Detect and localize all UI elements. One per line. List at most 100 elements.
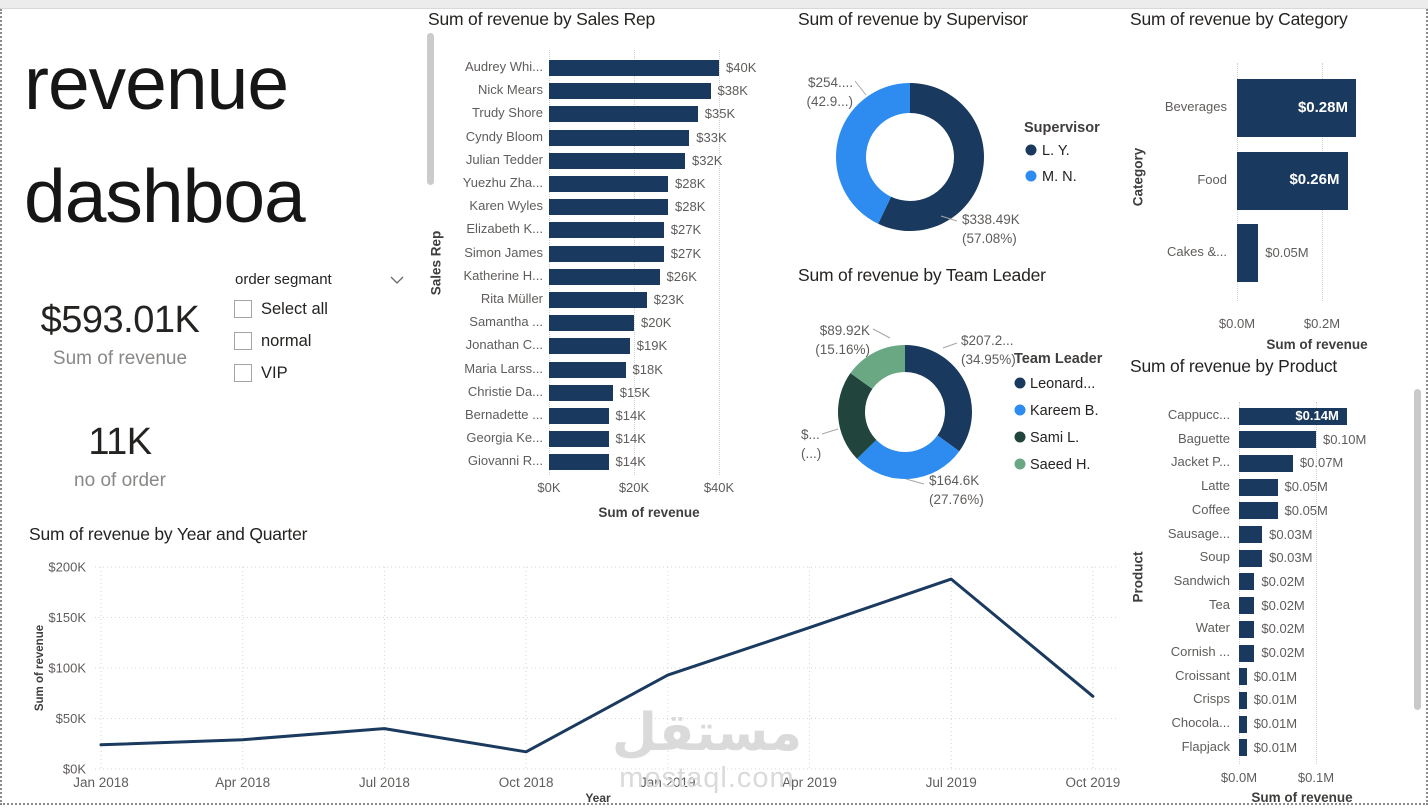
bar[interactable] — [1239, 431, 1316, 449]
bar[interactable] — [1239, 407, 1347, 425]
donut-callout-label: $164.6K — [929, 473, 979, 488]
bar-value-label: $0.05M — [1265, 245, 1309, 260]
bar[interactable] — [549, 431, 609, 448]
x-tick-label: $0.2M — [1303, 316, 1341, 331]
bar[interactable] — [1239, 644, 1255, 662]
bar-value-label: $27K — [670, 245, 702, 261]
chart-title: Sum of revenue by Team Leader — [798, 265, 1046, 285]
bar[interactable] — [1239, 739, 1247, 757]
leader-line — [940, 215, 958, 222]
bar[interactable] — [549, 83, 711, 100]
legend-item[interactable]: Sami L. — [1030, 430, 1079, 446]
x-tick-label: Jul 2019 — [926, 775, 977, 790]
bar[interactable] — [549, 361, 626, 378]
checkbox[interactable] — [234, 332, 252, 350]
category-label: Jonathan C... — [465, 337, 543, 353]
category-label: Karen Wyles — [469, 198, 543, 214]
bar[interactable] — [549, 268, 660, 285]
order-segment-slicer: order segmant Select all normal VIP — [230, 267, 415, 397]
category-label: Beverages — [1164, 99, 1227, 114]
bar[interactable] — [549, 384, 613, 401]
legend-item[interactable]: L. Y. — [1042, 143, 1070, 159]
bar[interactable] — [549, 245, 664, 262]
bar[interactable] — [1239, 478, 1278, 496]
bar[interactable] — [1237, 79, 1356, 137]
bar[interactable] — [1239, 454, 1293, 472]
category-label: Audrey Whi... — [464, 59, 543, 74]
bar[interactable] — [549, 199, 668, 216]
bar[interactable] — [549, 152, 685, 169]
slicer-title[interactable]: order segmant — [235, 271, 332, 288]
bar[interactable] — [1239, 502, 1278, 520]
legend-item[interactable]: Kareem B. — [1030, 403, 1099, 419]
category-label: Flapjack — [1181, 738, 1230, 754]
category-label: Tea — [1209, 596, 1230, 612]
x-tick-label: $0.1M — [1297, 770, 1335, 785]
bar[interactable] — [549, 60, 719, 76]
slicer-option-label: VIP — [261, 364, 288, 382]
legend-item[interactable]: M. N. — [1042, 169, 1077, 185]
donut-slice-saeedh[interactable] — [850, 345, 905, 389]
category-label: Cappucc... — [1167, 407, 1230, 422]
bar[interactable] — [1239, 597, 1255, 615]
donut-slice-ly[interactable] — [878, 83, 984, 231]
bar[interactable] — [549, 176, 668, 192]
bar[interactable] — [1237, 151, 1348, 210]
donut-slice-kareemb[interactable] — [857, 435, 960, 480]
bar[interactable] — [1237, 224, 1259, 282]
bar-value-label: $0.02M — [1261, 645, 1305, 660]
legend-item[interactable]: Saeed H. — [1030, 457, 1090, 473]
slicer-option-select-all[interactable]: Select all — [234, 300, 404, 320]
bar[interactable] — [549, 292, 647, 308]
revenue-line-series[interactable] — [99, 577, 1095, 754]
slicer-option-label: Select all — [261, 300, 328, 318]
category-label: Julian Tedder — [465, 151, 543, 167]
legend-item[interactable]: Leonard... — [1030, 376, 1095, 392]
category-label: Bernadette ... — [464, 407, 543, 422]
chevron-down-icon[interactable] — [390, 275, 404, 285]
bar[interactable] — [549, 408, 609, 424]
bar[interactable] — [549, 338, 630, 355]
bar[interactable] — [549, 454, 609, 471]
slicer-option-label: normal — [261, 332, 312, 350]
dashboard-canvas: revenue dashboa $593.01K Sum of revenue … — [0, 9, 1428, 805]
bar[interactable] — [549, 129, 690, 146]
donut-callout-label: $207.2... — [961, 333, 1014, 348]
title-line-2: dashboa — [24, 154, 306, 238]
bar-value-label: $14K — [615, 408, 646, 423]
bar[interactable] — [1239, 668, 1247, 686]
bar[interactable] — [1239, 549, 1263, 567]
category-label: Food — [1197, 171, 1227, 187]
bar[interactable] — [1239, 526, 1263, 543]
bar-value-label: $38K — [717, 83, 748, 99]
category-label: Yuezhu Zha... — [462, 175, 543, 190]
slicer-option-normal[interactable]: normal — [234, 332, 404, 352]
bar-value-label: $0.05M — [1284, 502, 1328, 518]
x-tick-label: Oct 2018 — [499, 775, 554, 790]
kpi-orders-label: no of order — [74, 470, 166, 491]
chart-title: Sum of revenue by Sales Rep — [428, 9, 656, 29]
bar[interactable] — [1239, 691, 1247, 709]
chart-year-quarter: Sum of revenue by Year and Quarter $0K $5… — [10, 518, 1125, 808]
bar[interactable] — [549, 106, 698, 123]
kpi-revenue-value: $593.01K — [40, 299, 200, 341]
donut-slice-leonard[interactable] — [905, 345, 973, 452]
textbox-scrollbar[interactable] — [427, 33, 434, 185]
bar[interactable] — [1239, 715, 1247, 733]
checkbox[interactable] — [234, 364, 252, 382]
bar-value-label: $28K — [675, 176, 706, 191]
product-scrollbar[interactable] — [1414, 389, 1421, 710]
bar[interactable] — [1239, 573, 1255, 591]
donut-slice-samil[interactable] — [837, 373, 877, 459]
category-label: Baguette — [1177, 430, 1230, 446]
checkbox[interactable] — [234, 300, 252, 318]
bar[interactable] — [549, 222, 664, 239]
x-tick-label: $40K — [703, 480, 735, 495]
legend-title: Supervisor — [1024, 120, 1100, 136]
category-label: Katherine H... — [463, 267, 544, 283]
bar-value-label: $33K — [696, 129, 727, 145]
bar[interactable] — [549, 315, 634, 332]
slicer-option-vip[interactable]: VIP — [234, 364, 404, 384]
donut-slice-mn[interactable] — [835, 83, 910, 224]
bar[interactable] — [1239, 620, 1255, 638]
